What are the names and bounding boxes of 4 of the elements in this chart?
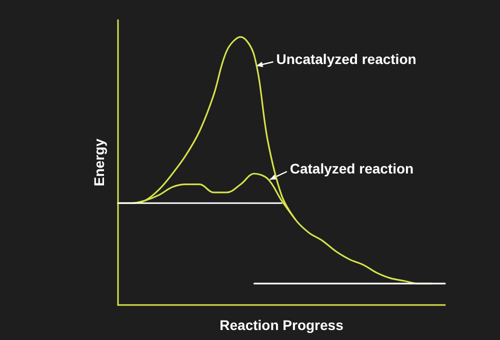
y-axis-title: Energy xyxy=(91,138,107,186)
series-label: Catalyzed reaction xyxy=(290,160,414,177)
series-label: Uncatalyzed reaction xyxy=(276,50,416,67)
x-axis-title: Reaction Progress xyxy=(220,316,344,333)
